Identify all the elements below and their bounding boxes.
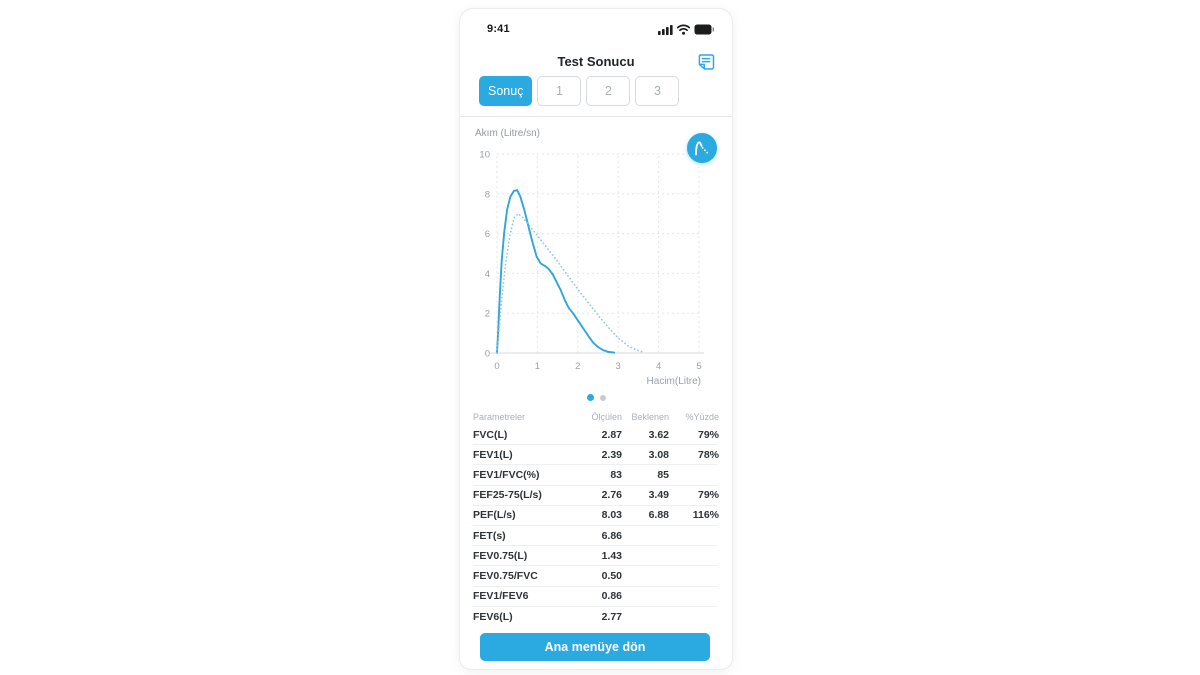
chart-canvas: 0 1 2 3 4 5 0 2 4 6 8 10 Hacim(Litre) — [479, 150, 704, 387]
tab-2[interactable]: 2 — [586, 76, 631, 106]
pagination-dot-1[interactable] — [586, 394, 594, 401]
cell-param: FVC(L) — [473, 428, 508, 441]
svg-text:2: 2 — [575, 361, 580, 372]
chart-pagination — [460, 394, 732, 401]
header-divider — [460, 116, 732, 117]
table-row: FEF25-75(L/s) 2.76 3.49 79% — [473, 486, 719, 506]
cell-param: PEF(L/s) — [473, 509, 516, 522]
tab-sonuc[interactable]: Sonuç — [479, 76, 533, 106]
battery-icon — [694, 24, 714, 35]
cell-percent: 79% — [697, 489, 719, 502]
col-header-measured: Ölçülen — [591, 411, 622, 422]
svg-text:0: 0 — [485, 349, 490, 360]
col-header-predicted: Beklenen — [631, 411, 669, 422]
svg-text:5: 5 — [696, 361, 701, 372]
svg-text:10: 10 — [479, 150, 490, 161]
cell-param: FET(s) — [473, 529, 506, 542]
status-bar: 9:41 — [460, 19, 732, 41]
table-row: FEV1/FEV6 0.86 — [473, 587, 717, 607]
tab-1[interactable]: 1 — [537, 76, 582, 106]
table-row: FEV6(L) 2.77 — [473, 607, 717, 627]
cell-percent: 116% — [692, 509, 719, 522]
svg-text:0: 0 — [494, 361, 499, 372]
signal-icon — [658, 25, 673, 35]
note-button[interactable] — [696, 52, 716, 72]
svg-text:6: 6 — [485, 229, 490, 240]
cell-param: FEV1/FEV6 — [473, 590, 529, 603]
cell-predicted: 3.49 — [648, 489, 669, 502]
table-row: PEF(L/s) 8.03 6.88 116% — [473, 506, 719, 526]
table-row: FEV0.75(L) 1.43 — [473, 546, 717, 567]
cell-param: FEV0.75/FVC — [473, 569, 538, 582]
svg-text:3: 3 — [616, 361, 621, 372]
phone-screen: 9:41 Test S — [459, 8, 733, 670]
cell-predicted: 3.08 — [648, 448, 669, 461]
cell-percent: 79% — [697, 428, 719, 441]
cell-predicted: 85 — [657, 468, 669, 481]
svg-text:1: 1 — [535, 361, 540, 372]
parameter-table: Parametreler Ölçülen Beklenen %Yüzde FVC… — [473, 408, 719, 627]
cell-param: FEV0.75(L) — [473, 549, 528, 562]
cell-param: FEV6(L) — [473, 610, 513, 623]
svg-text:Hacim(Litre): Hacim(Litre) — [647, 376, 701, 387]
svg-text:2: 2 — [485, 309, 490, 320]
cell-predicted: 3.62 — [648, 428, 669, 441]
flow-volume-chart: 0 1 2 3 4 5 0 2 4 6 8 10 Hacim(Litre) Akım (Litre/sn… — [460, 116, 732, 408]
col-header-percent: %Yüzde — [685, 411, 719, 422]
cell-measured: 2.87 — [601, 428, 622, 441]
cell-measured: 83 — [610, 468, 622, 481]
wifi-icon — [677, 24, 690, 35]
table-body: FVC(L) 2.87 3.62 79% FEV1(L) 2.39 3.08 78% FEV1/… — [473, 425, 719, 627]
cell-percent: 78% — [697, 448, 719, 461]
pagination-dot-2[interactable] — [599, 394, 606, 401]
cell-measured: 2.77 — [601, 610, 622, 623]
table-row: FEV0.75/FVC 0.50 — [473, 566, 717, 587]
table-row: FVC(L) 2.87 3.62 79% — [473, 425, 719, 446]
table-header-row: Parametreler Ölçülen Beklenen %Yüzde — [473, 408, 719, 425]
col-header-parameter: Parametreler — [473, 411, 526, 422]
cell-measured: 6.86 — [601, 529, 622, 542]
note-icon — [698, 54, 715, 70]
svg-text:8: 8 — [485, 189, 490, 200]
chart-toggle-button[interactable] — [687, 133, 717, 163]
main-menu-button[interactable]: Ana menüye dön — [480, 633, 710, 661]
table-row: FEV1(L) 2.39 3.08 78% — [473, 445, 719, 466]
cell-measured: 1.43 — [601, 549, 622, 562]
cell-param: FEF25-75(L/s) — [473, 489, 542, 502]
flow-curve-icon — [695, 141, 710, 156]
cell-measured: 0.86 — [601, 590, 622, 603]
tab-3[interactable]: 3 — [635, 76, 680, 106]
cell-predicted: 6.88 — [648, 509, 669, 522]
status-icons — [658, 24, 714, 35]
svg-text:4: 4 — [485, 269, 490, 280]
cell-measured: 2.39 — [601, 448, 622, 461]
cell-measured: 8.03 — [601, 509, 622, 522]
svg-text:4: 4 — [656, 361, 661, 372]
page-title: Test Sonucu — [557, 54, 635, 69]
table-row: FET(s) 6.86 — [473, 526, 717, 547]
app-header: Test Sonucu — [460, 49, 732, 75]
table-row: FEV1/FVC(%) 83 85 — [473, 465, 717, 486]
tab-bar: Sonuç 1 2 3 — [479, 76, 680, 106]
cell-param: FEV1(L) — [473, 448, 513, 461]
cell-measured: 0.50 — [601, 569, 622, 582]
y-axis-title: Akım (Litre/sn) — [475, 128, 541, 139]
status-time: 9:41 — [487, 23, 510, 35]
cell-measured: 2.76 — [601, 489, 622, 502]
cell-param: FEV1/FVC(%) — [473, 468, 540, 481]
